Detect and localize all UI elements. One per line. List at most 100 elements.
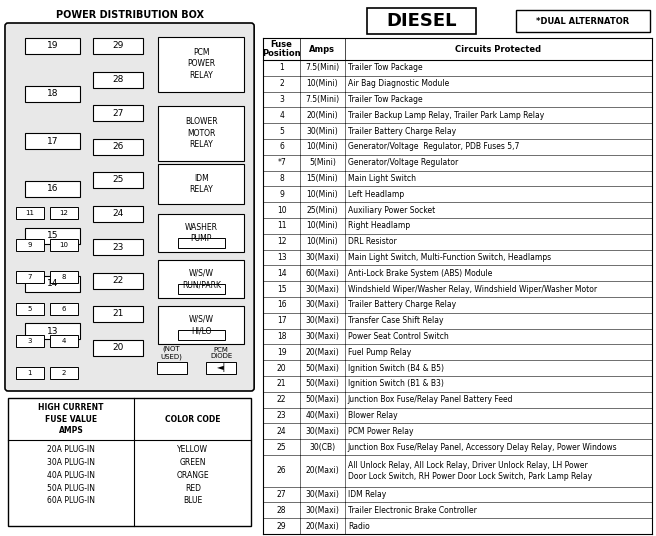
Text: 10: 10 — [59, 242, 68, 248]
Bar — [516, 10, 650, 32]
Bar — [50, 335, 78, 347]
Text: 30(Maxi): 30(Maxi) — [306, 506, 339, 515]
Text: Blower Relay: Blower Relay — [348, 411, 398, 420]
Bar — [159, 36, 244, 92]
Text: Main Light Switch, Multi-Function Switch, Headlamps: Main Light Switch, Multi-Function Switch… — [348, 253, 551, 262]
Bar — [50, 271, 78, 283]
Text: 3: 3 — [28, 338, 32, 344]
Text: 11: 11 — [26, 210, 34, 216]
Bar — [178, 284, 225, 294]
Bar — [16, 239, 44, 251]
Bar — [178, 238, 225, 248]
Text: Windshield Wiper/Washer Relay, Windshield Wiper/Washer Motor: Windshield Wiper/Washer Relay, Windshiel… — [348, 285, 597, 294]
Text: 22: 22 — [277, 395, 287, 404]
Text: 60(Maxi): 60(Maxi) — [306, 269, 339, 278]
Text: 29: 29 — [112, 41, 123, 50]
Text: 1: 1 — [279, 63, 284, 72]
Text: 30(Maxi): 30(Maxi) — [306, 332, 339, 341]
Bar — [25, 276, 80, 292]
Bar — [25, 133, 80, 149]
Text: 5: 5 — [28, 306, 32, 312]
Text: 13: 13 — [277, 253, 287, 262]
Text: Trailer Battery Charge Relay: Trailer Battery Charge Relay — [348, 300, 456, 309]
Bar — [178, 330, 225, 340]
Text: 2: 2 — [62, 370, 66, 376]
Text: 27: 27 — [277, 490, 287, 499]
Text: 17: 17 — [47, 137, 58, 145]
Text: (NOT
USED): (NOT USED) — [161, 346, 182, 360]
Bar — [159, 306, 244, 344]
Text: ◄|: ◄| — [216, 363, 226, 373]
Text: 25: 25 — [277, 443, 287, 452]
Text: 30(CB): 30(CB) — [310, 443, 335, 452]
Text: PCM
POWER
RELAY: PCM POWER RELAY — [187, 48, 215, 80]
Bar — [50, 207, 78, 219]
Text: 4: 4 — [62, 338, 66, 344]
Text: 19: 19 — [277, 348, 287, 357]
Text: POWER DISTRIBUTION BOX: POWER DISTRIBUTION BOX — [56, 10, 203, 20]
Text: 13: 13 — [47, 326, 58, 336]
Text: 7.5(Mini): 7.5(Mini) — [305, 95, 340, 104]
Text: 10: 10 — [277, 206, 287, 214]
Bar — [16, 303, 44, 315]
Text: 5(Mini): 5(Mini) — [309, 158, 336, 167]
Bar — [16, 367, 44, 379]
Text: 17: 17 — [277, 316, 287, 325]
Text: 50(Maxi): 50(Maxi) — [306, 363, 339, 373]
Text: Junction Box Fuse/Relay Panel Battery Feed: Junction Box Fuse/Relay Panel Battery Fe… — [348, 395, 513, 404]
Bar — [367, 8, 476, 34]
Text: 10(Mini): 10(Mini) — [306, 79, 338, 88]
Text: Radio: Radio — [348, 522, 369, 531]
Text: 30(Maxi): 30(Maxi) — [306, 285, 339, 294]
Text: Ignition Switch (B4 & B5): Ignition Switch (B4 & B5) — [348, 363, 444, 373]
Text: 23: 23 — [112, 242, 123, 251]
Text: 29: 29 — [277, 522, 287, 531]
Text: 12: 12 — [277, 237, 287, 246]
Text: Trailer Tow Package: Trailer Tow Package — [348, 63, 422, 72]
Text: 30(Maxi): 30(Maxi) — [306, 300, 339, 309]
Bar — [50, 367, 78, 379]
Bar — [92, 239, 142, 255]
Text: 12: 12 — [59, 210, 68, 216]
Text: BLOWER
MOTOR
RELAY: BLOWER MOTOR RELAY — [185, 117, 218, 148]
Text: 24: 24 — [277, 427, 287, 436]
Text: 3: 3 — [279, 95, 284, 104]
Text: 20(Maxi): 20(Maxi) — [306, 348, 339, 357]
Text: 40(Maxi): 40(Maxi) — [306, 411, 339, 420]
Text: Power Seat Control Switch: Power Seat Control Switch — [348, 332, 449, 341]
Bar — [157, 362, 188, 374]
Text: All Unlock Relay, All Lock Relay, Driver Unlock Relay, LH Power
Door Lock Switch: All Unlock Relay, All Lock Relay, Driver… — [348, 461, 592, 480]
Text: 20(Mini): 20(Mini) — [306, 111, 338, 120]
Bar — [92, 71, 142, 87]
Text: Anti-Lock Brake System (ABS) Module: Anti-Lock Brake System (ABS) Module — [348, 269, 492, 278]
Text: 15: 15 — [277, 285, 287, 294]
Bar — [25, 181, 80, 197]
Text: IDM
RELAY: IDM RELAY — [190, 174, 213, 194]
Bar — [25, 38, 80, 54]
Text: 10(Mini): 10(Mini) — [306, 221, 338, 230]
Text: 30(Maxi): 30(Maxi) — [306, 316, 339, 325]
Bar — [159, 164, 244, 204]
Bar — [206, 362, 236, 374]
Text: 1: 1 — [28, 370, 32, 376]
Text: Trailer Backup Lamp Relay, Trailer Park Lamp Relay: Trailer Backup Lamp Relay, Trailer Park … — [348, 111, 544, 120]
Text: DRL Resistor: DRL Resistor — [348, 237, 396, 246]
Text: 19: 19 — [47, 41, 58, 50]
Text: W/S/W
HI/LO: W/S/W HI/LO — [189, 315, 214, 335]
Text: 10(Mini): 10(Mini) — [306, 237, 338, 246]
Text: 8: 8 — [62, 274, 66, 280]
Text: 15: 15 — [47, 232, 58, 241]
Text: 16: 16 — [277, 300, 287, 309]
Bar — [92, 205, 142, 221]
Text: 14: 14 — [47, 279, 58, 288]
Text: Generator/Voltage  Regulator, PDB Fuses 5,7: Generator/Voltage Regulator, PDB Fuses 5… — [348, 143, 519, 151]
Bar — [16, 271, 44, 283]
Bar — [8, 398, 251, 526]
Text: 9: 9 — [279, 190, 284, 199]
Bar — [159, 214, 244, 252]
Bar — [92, 172, 142, 188]
Text: 7: 7 — [28, 274, 32, 280]
Text: IDM Relay: IDM Relay — [348, 490, 386, 499]
Text: WASHER
PUMP: WASHER PUMP — [185, 223, 218, 243]
Bar — [16, 335, 44, 347]
